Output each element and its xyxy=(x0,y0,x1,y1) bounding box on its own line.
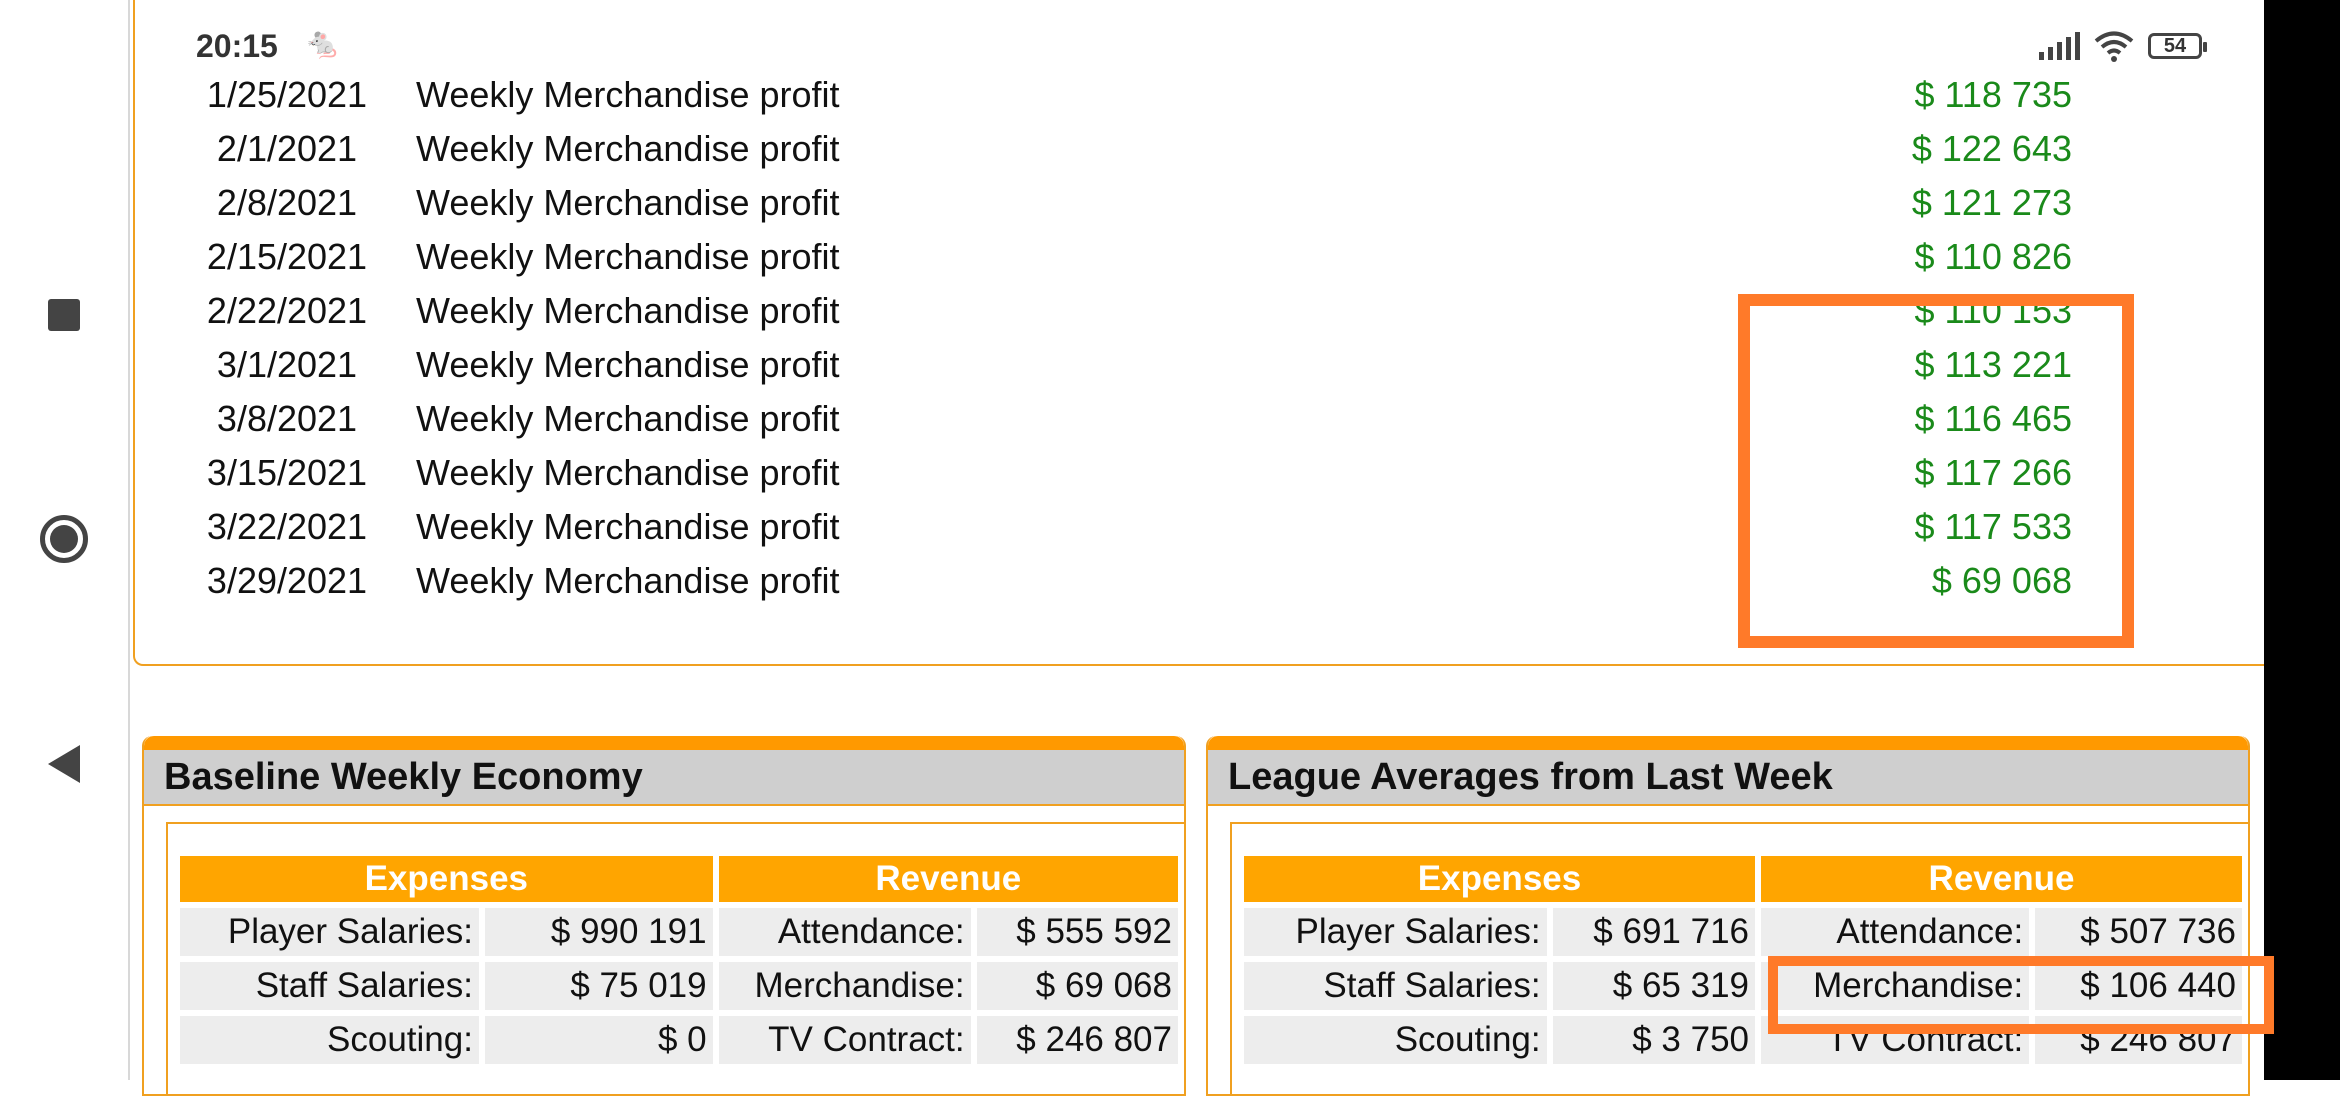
history-amount: $ 110 153 xyxy=(1914,290,2072,331)
history-amount: $ 110 826 xyxy=(1914,236,2072,277)
card-title: Baseline Weekly Economy xyxy=(144,750,1184,806)
table-row: Player Salaries: $ 990 191 Attendance: $… xyxy=(180,908,1178,956)
expense-value: $ 691 716 xyxy=(1552,908,1756,956)
table-row: Staff Salaries: $ 65 319 Merchandise: $ … xyxy=(1244,962,2242,1010)
recent-apps-button[interactable] xyxy=(0,270,128,360)
revenue-header: Revenue xyxy=(718,856,1178,902)
revenue-label: Attendance: xyxy=(1761,908,2030,956)
battery-level: 54 xyxy=(2163,34,2187,57)
status-time: 20:15 xyxy=(196,28,278,64)
expense-label: Staff Salaries: xyxy=(180,962,479,1010)
expense-label: Player Salaries: xyxy=(1244,908,1547,956)
history-row: 3/15/2021 Weekly Merchandise profit $ 11… xyxy=(172,446,2072,500)
card-title: League Averages from Last Week xyxy=(1208,750,2248,806)
battery-icon: 54 xyxy=(2148,33,2207,59)
back-button[interactable] xyxy=(0,719,128,809)
history-date: 3/1/2021 xyxy=(216,344,358,385)
history-description: Weekly Merchandise profit xyxy=(416,398,840,439)
history-amount: $ 118 735 xyxy=(1914,74,2072,115)
history-amount: $ 117 266 xyxy=(1914,452,2072,493)
square-icon xyxy=(48,299,80,331)
history-row: 2/1/2021 Weekly Merchandise profit $ 122… xyxy=(172,122,2072,176)
expense-value: $ 75 019 xyxy=(484,962,713,1010)
expense-label: Scouting: xyxy=(1244,1016,1547,1064)
history-description: Weekly Merchandise profit xyxy=(416,182,840,223)
expense-value: $ 0 xyxy=(484,1016,713,1064)
revenue-header: Revenue xyxy=(1761,856,2242,902)
history-description: Weekly Merchandise profit xyxy=(416,344,840,385)
history-amount: $ 121 273 xyxy=(1911,182,2072,223)
history-amount: $ 122 643 xyxy=(1911,128,2072,169)
history-description: Weekly Merchandise profit xyxy=(416,74,840,115)
table-row: Scouting: $ 0 TV Contract: $ 246 807 xyxy=(180,1016,1178,1064)
home-circle-icon xyxy=(40,515,88,563)
baseline-economy-table: Expenses Revenue Player Salaries: $ 990 … xyxy=(174,850,1184,1070)
expense-value: $ 990 191 xyxy=(484,908,713,956)
history-row: 3/22/2021 Weekly Merchandise profit $ 11… xyxy=(172,500,2072,554)
history-date: 2/1/2021 xyxy=(216,128,358,169)
history-amount: $ 116 465 xyxy=(1914,398,2072,439)
notification-icon: 🐁 xyxy=(304,27,342,60)
history-row: 1/25/2021 Weekly Merchandise profit $ 11… xyxy=(172,68,2072,122)
expense-label: Player Salaries: xyxy=(180,908,479,956)
history-row: 2/22/2021 Weekly Merchandise profit $ 11… xyxy=(172,284,2072,338)
revenue-label: TV Contract: xyxy=(718,1016,971,1064)
revenue-label: Attendance: xyxy=(718,908,971,956)
revenue-value: $ 555 592 xyxy=(976,908,1178,956)
signal-icon xyxy=(2039,32,2080,60)
history-description: Weekly Merchandise profit xyxy=(416,290,840,331)
league-averages-table: Expenses Revenue Player Salaries: $ 691 … xyxy=(1238,850,2248,1070)
history-row: 3/29/2021 Weekly Merchandise profit $ 69… xyxy=(172,554,2072,608)
screen-edge xyxy=(2264,0,2340,1080)
home-button[interactable] xyxy=(0,494,128,584)
history-row: 2/15/2021 Weekly Merchandise profit $ 11… xyxy=(172,230,2072,284)
expense-value: $ 65 319 xyxy=(1552,962,1756,1010)
revenue-value: $ 69 068 xyxy=(976,962,1178,1010)
history-description: Weekly Merchandise profit xyxy=(416,452,840,493)
league-averages-card: League Averages from Last Week Expenses … xyxy=(1206,736,2250,1096)
history-date: 2/22/2021 xyxy=(206,290,368,331)
history-amount: $ 69 068 xyxy=(1931,560,2072,601)
history-description: Weekly Merchandise profit xyxy=(416,128,840,169)
history-amount: $ 113 221 xyxy=(1914,344,2072,385)
history-date: 2/15/2021 xyxy=(206,236,368,277)
history-date: 1/25/2021 xyxy=(206,74,368,115)
revenue-value: $ 246 807 xyxy=(976,1016,1178,1064)
history-date: 2/8/2021 xyxy=(216,182,358,223)
table-row: Staff Salaries: $ 75 019 Merchandise: $ … xyxy=(180,962,1178,1010)
baseline-economy-card: Baseline Weekly Economy Expenses Revenue… xyxy=(142,736,1186,1096)
history-description: Weekly Merchandise profit xyxy=(416,506,840,547)
expense-label: Staff Salaries: xyxy=(1244,962,1547,1010)
history-row: 3/1/2021 Weekly Merchandise profit $ 113… xyxy=(172,338,2072,392)
history-amount: $ 117 533 xyxy=(1914,506,2072,547)
expense-value: $ 3 750 xyxy=(1552,1016,1756,1064)
back-triangle-icon xyxy=(48,745,80,783)
merchandise-history-panel xyxy=(133,0,2264,666)
history-row: 2/8/2021 Weekly Merchandise profit $ 121… xyxy=(172,176,2072,230)
revenue-value: $ 106 440 xyxy=(2035,962,2242,1010)
revenue-label: Merchandise: xyxy=(1761,962,2030,1010)
history-date: 3/15/2021 xyxy=(206,452,368,493)
revenue-value: $ 507 736 xyxy=(2035,908,2242,956)
status-bar: 20:15 🐁 54 xyxy=(128,0,2264,70)
history-date: 3/22/2021 xyxy=(206,506,368,547)
expenses-header: Expenses xyxy=(180,856,713,902)
table-row: Player Salaries: $ 691 716 Attendance: $… xyxy=(1244,908,2242,956)
history-date: 3/29/2021 xyxy=(206,560,368,601)
wifi-icon xyxy=(2094,31,2134,62)
table-row: Scouting: $ 3 750 TV Contract: $ 246 807 xyxy=(1244,1016,2242,1064)
revenue-value: $ 246 807 xyxy=(2035,1016,2242,1064)
revenue-label: TV Contract: xyxy=(1761,1016,2030,1064)
expenses-header: Expenses xyxy=(1244,856,1756,902)
history-description: Weekly Merchandise profit xyxy=(416,236,840,277)
history-row: 3/8/2021 Weekly Merchandise profit $ 116… xyxy=(172,392,2072,446)
revenue-label: Merchandise: xyxy=(718,962,971,1010)
history-date: 3/8/2021 xyxy=(216,398,358,439)
system-nav-bar xyxy=(0,0,130,1080)
history-description: Weekly Merchandise profit xyxy=(416,560,840,601)
expense-label: Scouting: xyxy=(180,1016,479,1064)
